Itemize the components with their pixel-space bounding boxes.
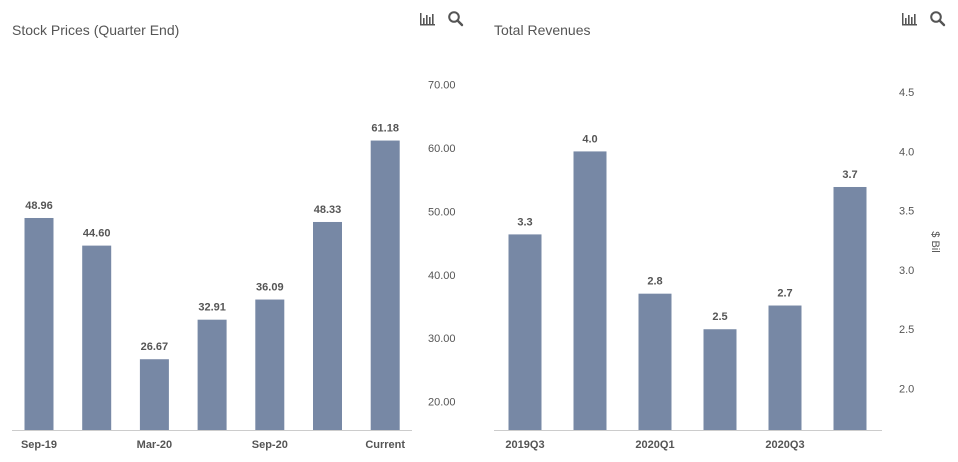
y-tick-label: 50.00 (428, 206, 456, 218)
bar (833, 186, 867, 430)
x-tick-label: Sep-20 (252, 439, 288, 451)
bar (313, 221, 342, 430)
y-tick-label: 4.0 (899, 146, 914, 158)
bar (573, 151, 607, 431)
bar (255, 299, 285, 430)
total-revenues-plot: 3.3 2019Q3 4.0 2.8 2020Q1 2.5 2.7 2020Q3 3.7 2.0 2… (494, 87, 941, 451)
y-tick-label: 30.00 (428, 333, 456, 345)
data-label: 48.96 (25, 200, 53, 212)
search-icon[interactable] (447, 10, 465, 28)
data-label: 48.33 (314, 204, 342, 216)
data-label: 36.09 (256, 282, 284, 294)
y-tick-label: 2.5 (899, 324, 914, 336)
chart-title: Total Revenues (494, 22, 591, 38)
data-label: 3.3 (517, 216, 532, 228)
stock-prices-plot: 48.96 Sep-19 44.60 26.67 Mar-20 32.91 36.09 Sep… (12, 80, 456, 451)
bar-chart-icon[interactable] (419, 10, 437, 28)
y-tick-label: 60.00 (428, 143, 456, 155)
y-tick-label: 20.00 (428, 396, 456, 408)
x-tick-label: 2019Q3 (505, 439, 544, 451)
bar (638, 293, 672, 430)
y-tick-label: 40.00 (428, 270, 456, 282)
data-label: 3.7 (842, 169, 857, 181)
x-tick-label: 2020Q3 (765, 439, 804, 451)
data-label: 44.60 (83, 228, 111, 240)
x-tick-label: Current (365, 439, 405, 451)
bar (197, 319, 227, 430)
x-tick-label: 2020Q1 (635, 439, 674, 451)
total-revenues-chart-panel: Total Revenues 3.3 2019Q3 4.0 2.8 2020Q1 2.5 2… (480, 0, 958, 462)
bar (508, 234, 542, 430)
data-label: 32.91 (198, 302, 226, 314)
x-tick-label: Mar-20 (137, 439, 172, 451)
chart-title: Stock Prices (Quarter End) (12, 22, 180, 38)
y-axis-title: $ Bil (929, 231, 941, 252)
bar (703, 329, 737, 430)
stock-prices-chart-panel: Stock Prices (Quarter End) 48.96 Sep-19 44… (0, 0, 478, 462)
data-label: 2.5 (712, 311, 727, 323)
data-label: 2.7 (777, 288, 792, 300)
data-label: 4.0 (582, 133, 597, 145)
y-tick-label: 3.0 (899, 265, 914, 277)
bar (82, 245, 112, 430)
y-tick-label: 3.5 (899, 206, 914, 218)
data-label: 26.67 (141, 341, 169, 353)
bar (139, 359, 169, 430)
bar (768, 305, 802, 430)
bar-chart-icon[interactable] (901, 10, 919, 28)
y-tick-label: 70.00 (428, 80, 456, 92)
search-icon[interactable] (929, 10, 947, 28)
bar (24, 217, 54, 430)
y-tick-label: 4.5 (899, 87, 914, 99)
data-label: 2.8 (647, 276, 662, 288)
y-tick-label: 2.0 (899, 384, 914, 396)
data-label: 61.18 (371, 123, 399, 135)
x-tick-label: Sep-19 (21, 439, 57, 451)
bar (370, 140, 400, 430)
